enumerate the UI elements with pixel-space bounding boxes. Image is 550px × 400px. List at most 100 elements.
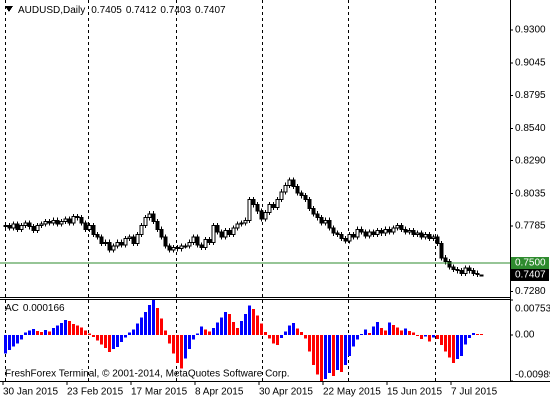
candle-body [275,199,280,208]
candle-body [187,241,192,247]
candle-body [371,231,376,235]
candle-body [19,224,24,230]
bar [480,334,483,336]
bar [340,335,343,373]
bar [88,333,91,336]
bar [304,335,307,339]
candle-body [147,213,152,219]
candle-body [135,233,140,245]
bar [4,335,7,354]
candle-body [399,224,404,230]
candle-body [183,245,188,248]
bar [336,335,339,370]
indicator-value: 0.000166 [23,303,65,314]
bar [216,322,219,336]
candle-body [59,221,64,225]
bar [180,335,183,369]
last-price-box [511,269,549,281]
bar [256,315,259,336]
candle-body [303,195,308,201]
bar [472,333,475,336]
candle-body [343,237,348,242]
candle-body [247,199,252,221]
bar [240,321,243,336]
bar [444,335,447,352]
bar [292,322,295,336]
candle-body [335,232,340,235]
candle-body [279,191,284,201]
candle-body [95,233,100,238]
candle-body [379,230,384,234]
bar [284,331,287,336]
candle-body [339,233,344,239]
bar [132,329,135,336]
bar [308,335,311,352]
bar [248,305,251,336]
bar [324,335,327,380]
bar [96,335,99,341]
candle-body [283,184,288,193]
candle-body [131,236,136,245]
bar [44,329,47,336]
bar [92,335,95,337]
candle-body [259,210,264,220]
candle-body [151,213,156,223]
bar [176,335,179,363]
candle-body [119,241,124,246]
candle-body [407,230,412,233]
y-tick-label: 0.8035 [515,188,546,199]
candle-body [43,221,48,225]
candle-body [459,270,464,274]
candle-body [211,224,216,243]
candle-body [395,224,400,229]
x-tick-label: 8 Apr 2015 [195,387,244,398]
bar [344,335,347,366]
candle-body [311,208,316,215]
bar [352,335,355,347]
candle-body [107,241,112,251]
bar [64,320,67,336]
bar [464,335,467,345]
candle-body [199,244,204,248]
x-tick-label: 7 Jul 2015 [451,387,498,398]
y-tick-label: 0.007532 [515,304,550,315]
candle-body [463,267,468,274]
candle-body [307,199,312,210]
bar [68,321,71,336]
bar [312,335,315,366]
bar [48,331,51,336]
symbol-title: AUDUSD,Daily [18,5,85,16]
candle-body [87,224,92,230]
open-value: 0.7405 [91,5,122,16]
x-tick-label: 17 Mar 2015 [131,387,188,398]
bar [56,325,59,336]
x-tick-label: 15 Jun 2015 [387,387,442,398]
bar [28,330,31,336]
bar [8,335,11,350]
bar [144,311,147,336]
candle-body [243,219,248,224]
candle-body [11,223,16,229]
bar [120,335,123,342]
candle-body [451,266,456,270]
indicator-header: AC 0.000166 [5,303,65,314]
bar [264,332,267,336]
candle-body [75,215,80,219]
candle-body [467,267,472,272]
candle-body [103,241,108,245]
bar [424,335,427,337]
x-tick-label: 30 Apr 2015 [259,387,313,398]
candle-body [235,223,240,229]
candle-body [455,268,460,272]
candle-body [383,228,388,234]
candle-body [347,233,352,242]
candle-body [3,224,8,228]
low-value: 0.7403 [160,5,191,16]
high-value: 0.7412 [126,5,157,16]
candle-body [255,204,260,212]
bar [20,335,23,340]
bar [396,327,399,336]
bar [384,330,387,336]
bar [320,335,323,381]
